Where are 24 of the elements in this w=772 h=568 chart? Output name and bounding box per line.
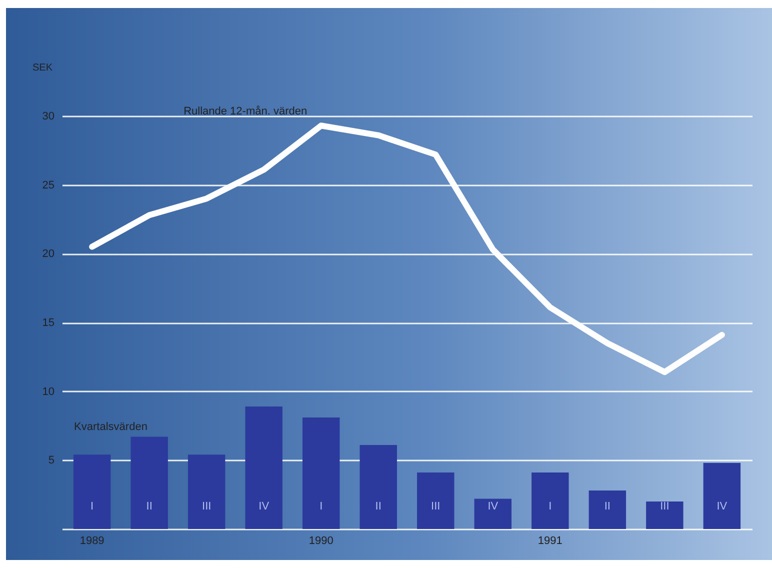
series-label: Rullande 12-mån. värden	[184, 106, 308, 118]
x-tick-label: I	[320, 500, 323, 512]
text: 1990	[308, 535, 334, 547]
y-tick-label: 5	[48, 454, 54, 467]
x-tick-label: II	[146, 500, 152, 512]
x-tick-label: III	[431, 500, 440, 512]
x-tick-label: III	[660, 500, 670, 512]
x-tick-label: I	[90, 500, 94, 512]
x-tick-label: IV	[258, 500, 270, 512]
y-tick-label: 20	[42, 248, 54, 260]
x-tick-label: IV	[716, 500, 728, 512]
x-tick-label: III	[202, 500, 212, 512]
series-label: Kvartalsvärden	[74, 420, 148, 433]
x-tick-label: II	[375, 500, 382, 512]
y-tick-label: 30	[42, 110, 54, 122]
x-tick-label: II	[604, 500, 610, 512]
x-tick-label: IV	[488, 500, 499, 512]
y-axis-title: SEK	[32, 62, 53, 74]
y-tick-label: 10	[42, 386, 54, 398]
y-tick-label: 15	[42, 317, 54, 329]
text: 1991	[538, 535, 562, 547]
x-tick-label: I	[548, 500, 552, 512]
text: 1989	[80, 535, 104, 547]
y-tick-label: 25	[42, 179, 54, 192]
